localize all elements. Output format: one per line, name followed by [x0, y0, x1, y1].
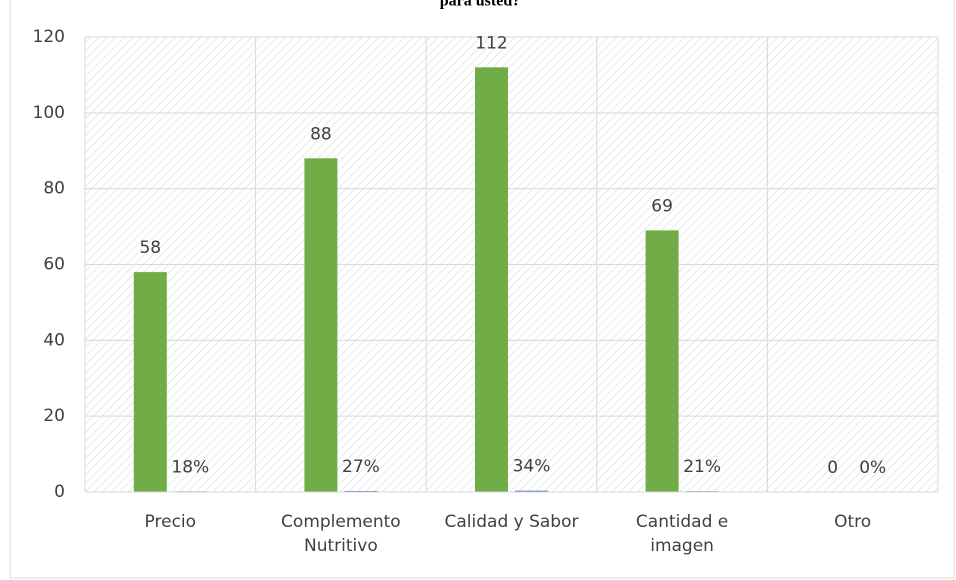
chart-title: para usted? [440, 0, 520, 10]
y-tick-label: 120 [33, 27, 65, 47]
y-tick-label: 0 [54, 482, 65, 502]
x-tick-label: Cantidad e imagen [635, 512, 729, 556]
y-tick-label: 40 [43, 330, 65, 350]
x-tick-label: Precio [144, 512, 197, 532]
y-tick-label: 20 [43, 406, 65, 426]
data-label: 88 [310, 124, 332, 144]
data-label: 18% [171, 457, 209, 477]
data-label: 0% [859, 458, 886, 478]
bar [475, 67, 508, 492]
y-tick-label: 60 [43, 255, 65, 275]
data-label: 27% [342, 457, 380, 477]
chart-frame [9, 0, 955, 579]
y-tick-label: 80 [43, 179, 65, 199]
x-tick-label: Otro [834, 512, 872, 532]
data-label: 21% [683, 457, 721, 477]
data-label: 112 [475, 33, 507, 53]
data-label: 69 [651, 196, 673, 216]
y-tick-label: 100 [33, 103, 65, 123]
bar [515, 490, 548, 492]
bar [645, 230, 679, 492]
bar [344, 490, 378, 492]
data-label: 0 [827, 458, 838, 478]
data-label: 34% [513, 457, 551, 477]
x-tick-label: Calidad y Sabor [444, 512, 579, 532]
x-tick-label: Complemento Nutritivo [281, 512, 401, 556]
bar [304, 158, 338, 493]
bar [133, 272, 167, 492]
data-label: 58 [139, 238, 161, 258]
